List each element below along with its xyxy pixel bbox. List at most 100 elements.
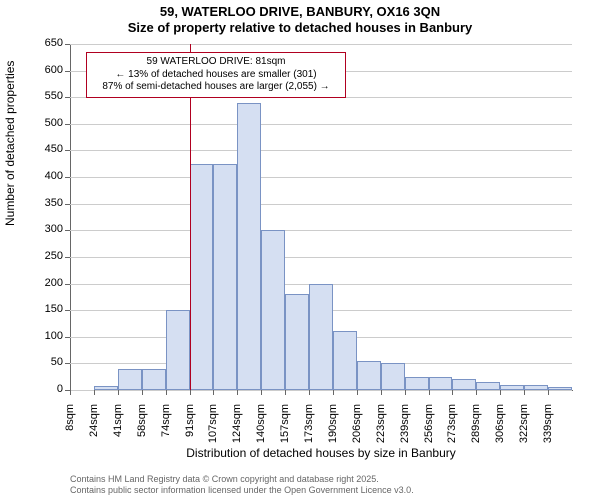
y-tick-label: 250 — [35, 250, 63, 262]
x-tick-label: 322sqm — [518, 404, 530, 454]
x-tick-label: 173sqm — [303, 404, 315, 454]
y-tick-label: 550 — [35, 90, 63, 102]
x-tick-mark — [166, 390, 167, 395]
x-tick-mark — [190, 390, 191, 395]
y-tick-mark — [65, 310, 70, 311]
histogram-bar — [261, 230, 285, 390]
y-tick-mark — [65, 337, 70, 338]
x-tick-mark — [524, 390, 525, 395]
gridline — [70, 230, 572, 231]
x-tick-label: 41sqm — [112, 404, 124, 454]
y-tick-label: 200 — [35, 277, 63, 289]
x-tick-label: 273sqm — [446, 404, 458, 454]
histogram-bar — [452, 379, 476, 390]
x-tick-label: 124sqm — [231, 404, 243, 454]
y-tick-mark — [65, 363, 70, 364]
x-tick-mark — [261, 390, 262, 395]
y-tick-mark — [65, 284, 70, 285]
x-tick-mark — [213, 390, 214, 395]
y-tick-mark — [65, 124, 70, 125]
x-tick-mark — [285, 390, 286, 395]
x-tick-mark — [309, 390, 310, 395]
histogram-bar — [476, 382, 500, 390]
histogram-bar — [357, 361, 381, 390]
y-tick-label: 500 — [35, 117, 63, 129]
y-tick-mark — [65, 150, 70, 151]
x-tick-label: 256sqm — [423, 404, 435, 454]
y-tick-mark — [65, 204, 70, 205]
gridline — [70, 150, 572, 151]
gridline — [70, 390, 572, 391]
gridline — [70, 124, 572, 125]
x-tick-mark — [142, 390, 143, 395]
x-tick-mark — [452, 390, 453, 395]
y-tick-mark — [65, 71, 70, 72]
y-axis-label: Number of detached properties — [3, 206, 17, 226]
x-tick-label: 107sqm — [207, 404, 219, 454]
annotation-line: 59 WATERLOO DRIVE: 81sqm — [93, 56, 339, 69]
chart-container: 59, WATERLOO DRIVE, BANBURY, OX16 3QN Si… — [0, 0, 600, 500]
histogram-bar — [190, 164, 214, 390]
histogram-bar — [118, 369, 142, 390]
x-tick-label: 239sqm — [399, 404, 411, 454]
x-tick-mark — [548, 390, 549, 395]
annotation-line: ← 13% of detached houses are smaller (30… — [93, 69, 339, 82]
histogram-bar — [429, 377, 453, 390]
histogram-bar — [381, 363, 405, 390]
y-tick-label: 300 — [35, 223, 63, 235]
x-tick-label: 190sqm — [327, 404, 339, 454]
gridline — [70, 44, 572, 45]
y-tick-label: 150 — [35, 303, 63, 315]
y-tick-mark — [65, 177, 70, 178]
y-tick-label: 350 — [35, 197, 63, 209]
histogram-bar — [237, 103, 261, 390]
x-tick-mark — [405, 390, 406, 395]
x-tick-label: 74sqm — [160, 404, 172, 454]
histogram-bar — [213, 164, 237, 390]
gridline — [70, 257, 572, 258]
y-tick-mark — [65, 97, 70, 98]
y-tick-label: 400 — [35, 170, 63, 182]
x-tick-mark — [476, 390, 477, 395]
x-tick-mark — [500, 390, 501, 395]
gridline — [70, 177, 572, 178]
gridline — [70, 204, 572, 205]
x-tick-mark — [381, 390, 382, 395]
x-tick-label: 223sqm — [375, 404, 387, 454]
histogram-bar — [94, 386, 118, 390]
y-tick-label: 450 — [35, 143, 63, 155]
y-tick-label: 600 — [35, 64, 63, 76]
chart-footer: Contains HM Land Registry data © Crown c… — [70, 474, 414, 496]
x-tick-mark — [118, 390, 119, 395]
y-tick-label: 100 — [35, 330, 63, 342]
x-tick-mark — [237, 390, 238, 395]
x-tick-label: 157sqm — [279, 404, 291, 454]
y-tick-mark — [65, 230, 70, 231]
x-tick-label: 206sqm — [351, 404, 363, 454]
histogram-bar — [333, 331, 357, 390]
histogram-bar — [548, 387, 572, 390]
histogram-bar — [405, 377, 429, 390]
x-tick-mark — [429, 390, 430, 395]
x-tick-label: 289sqm — [470, 404, 482, 454]
histogram-bar — [500, 385, 524, 390]
annotation-box: 59 WATERLOO DRIVE: 81sqm← 13% of detache… — [86, 52, 346, 98]
x-tick-label: 306sqm — [494, 404, 506, 454]
x-tick-label: 8sqm — [64, 404, 76, 454]
x-tick-label: 24sqm — [88, 404, 100, 454]
histogram-bar — [166, 310, 190, 390]
chart-title-main: 59, WATERLOO DRIVE, BANBURY, OX16 3QN — [0, 4, 600, 20]
footer-line-2: Contains public sector information licen… — [70, 485, 414, 496]
x-tick-mark — [70, 390, 71, 395]
y-tick-label: 0 — [35, 383, 63, 395]
y-tick-label: 50 — [35, 356, 63, 368]
histogram-bar — [285, 294, 309, 390]
x-tick-mark — [357, 390, 358, 395]
x-tick-label: 339sqm — [542, 404, 554, 454]
x-tick-label: 140sqm — [255, 404, 267, 454]
x-tick-mark — [94, 390, 95, 395]
chart-title-block: 59, WATERLOO DRIVE, BANBURY, OX16 3QN Si… — [0, 4, 600, 35]
x-tick-label: 91sqm — [184, 404, 196, 454]
histogram-bar — [142, 369, 166, 390]
chart-title-sub: Size of property relative to detached ho… — [0, 20, 600, 36]
